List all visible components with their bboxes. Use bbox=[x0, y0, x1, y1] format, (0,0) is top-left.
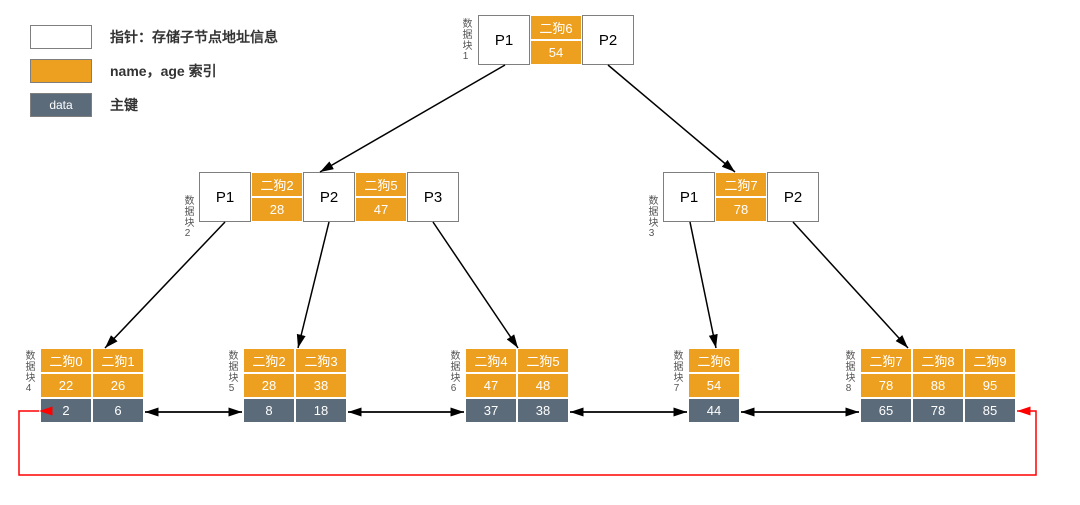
key-age: 47 bbox=[355, 197, 407, 222]
legend-swatch-pk: data bbox=[30, 93, 92, 117]
block-label: 数据块3 bbox=[646, 195, 656, 240]
block-label: 数据块5 bbox=[226, 350, 236, 395]
leaf-name: 二狗0 bbox=[40, 348, 92, 373]
leaf-pk: 38 bbox=[517, 398, 569, 423]
key-cell: 二狗778 bbox=[715, 172, 767, 222]
leaf-name: 二狗5 bbox=[517, 348, 569, 373]
key-name: 二狗2 bbox=[251, 172, 303, 197]
leaf-name: 二狗8 bbox=[912, 348, 964, 373]
pointer-cell: P2 bbox=[582, 15, 634, 65]
pointer-cell: P3 bbox=[407, 172, 459, 222]
leaf-age: 26 bbox=[92, 373, 144, 398]
legend-label-index: name，age 索引 bbox=[110, 61, 217, 81]
leaf-age: 28 bbox=[243, 373, 295, 398]
leaf-name: 二狗7 bbox=[860, 348, 912, 373]
leaf-age: 95 bbox=[964, 373, 1016, 398]
legend-row-index: name，age 索引 bbox=[30, 59, 278, 83]
leaf-age: 47 bbox=[465, 373, 517, 398]
block-label: 数据块2 bbox=[182, 195, 192, 240]
leaf-node-l8: 二狗7二狗8二狗9788895657885 bbox=[860, 348, 1016, 423]
legend-label-pk: 主键 bbox=[110, 95, 138, 115]
block-label: 数据块7 bbox=[671, 350, 681, 395]
leaf-age: 48 bbox=[517, 373, 569, 398]
block-label: 数据块8 bbox=[843, 350, 853, 395]
key-age: 78 bbox=[715, 197, 767, 222]
pointer-cell: P2 bbox=[767, 172, 819, 222]
key-name: 二狗5 bbox=[355, 172, 407, 197]
key-cell: 二狗654 bbox=[530, 15, 582, 65]
leaf-age: 54 bbox=[688, 373, 740, 398]
leaf-age: 38 bbox=[295, 373, 347, 398]
key-name: 二狗6 bbox=[530, 15, 582, 40]
leaf-age: 88 bbox=[912, 373, 964, 398]
leaf-name: 二狗3 bbox=[295, 348, 347, 373]
leaf-pk: 2 bbox=[40, 398, 92, 423]
leaf-name: 二狗9 bbox=[964, 348, 1016, 373]
key-cell: 二狗228 bbox=[251, 172, 303, 222]
legend-row-pk: data 主键 bbox=[30, 93, 278, 117]
leaf-name: 二狗2 bbox=[243, 348, 295, 373]
leaf-pk: 6 bbox=[92, 398, 144, 423]
pointer-cell: P1 bbox=[199, 172, 251, 222]
internal-node-n1: P1二狗654P2 bbox=[478, 15, 634, 65]
leaf-name: 二狗6 bbox=[688, 348, 740, 373]
leaf-node-l5: 二狗2二狗32838818 bbox=[243, 348, 347, 423]
legend-swatch-index bbox=[30, 59, 92, 83]
leaf-node-l4: 二狗0二狗1222626 bbox=[40, 348, 144, 423]
leaf-name: 二狗1 bbox=[92, 348, 144, 373]
block-label: 数据块6 bbox=[448, 350, 458, 395]
pointer-cell: P2 bbox=[303, 172, 355, 222]
key-age: 54 bbox=[530, 40, 582, 65]
legend-row-pointer: 指针：存储子节点地址信息 bbox=[30, 25, 278, 49]
leaf-age: 22 bbox=[40, 373, 92, 398]
legend: 指针：存储子节点地址信息 name，age 索引 data 主键 bbox=[30, 25, 278, 127]
pointer-cell: P1 bbox=[663, 172, 715, 222]
legend-label-pointer: 指针：存储子节点地址信息 bbox=[110, 27, 278, 47]
block-label: 数据块4 bbox=[23, 350, 33, 395]
pointer-cell: P1 bbox=[478, 15, 530, 65]
leaf-pk: 85 bbox=[964, 398, 1016, 423]
leaf-pk: 65 bbox=[860, 398, 912, 423]
leaf-name: 二狗4 bbox=[465, 348, 517, 373]
block-label: 数据块1 bbox=[460, 18, 470, 63]
leaf-pk: 8 bbox=[243, 398, 295, 423]
leaf-pk: 78 bbox=[912, 398, 964, 423]
leaf-pk: 18 bbox=[295, 398, 347, 423]
leaf-pk: 37 bbox=[465, 398, 517, 423]
internal-node-n3: P1二狗778P2 bbox=[663, 172, 819, 222]
leaf-age: 78 bbox=[860, 373, 912, 398]
key-name: 二狗7 bbox=[715, 172, 767, 197]
key-cell: 二狗547 bbox=[355, 172, 407, 222]
key-age: 28 bbox=[251, 197, 303, 222]
legend-swatch-pointer bbox=[30, 25, 92, 49]
leaf-node-l7: 二狗65444 bbox=[688, 348, 740, 423]
internal-node-n2: P1二狗228P2二狗547P3 bbox=[199, 172, 459, 222]
leaf-node-l6: 二狗4二狗547483738 bbox=[465, 348, 569, 423]
leaf-pk: 44 bbox=[688, 398, 740, 423]
